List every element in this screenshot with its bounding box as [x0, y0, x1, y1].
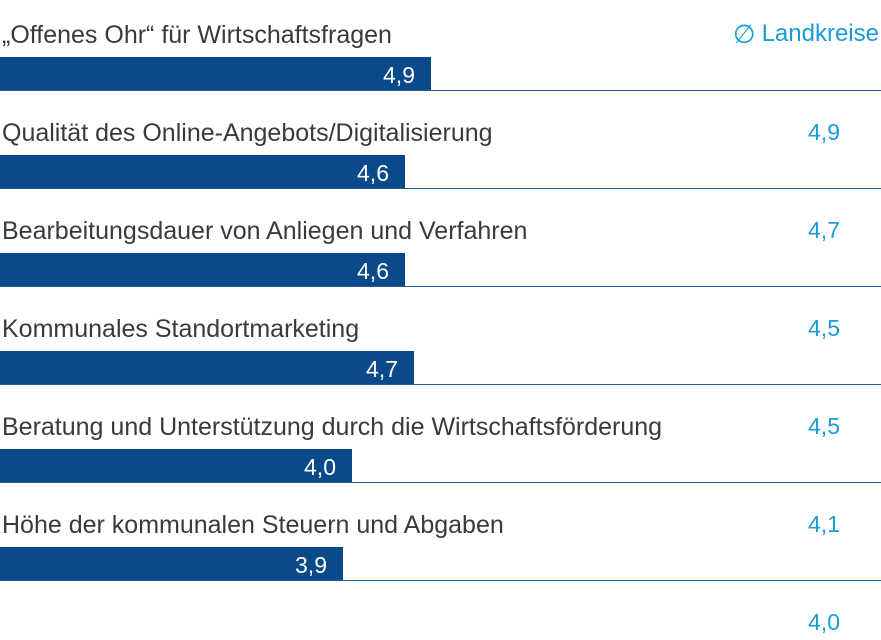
row-baseline [0, 384, 881, 385]
category-label: Kommunales Standortmarketing [2, 315, 360, 343]
value-bar [0, 547, 343, 581]
bar-value-label: 4,0 [304, 454, 336, 480]
comparison-value-label: 4,9 [808, 119, 840, 145]
category-label: Beratung und Unterstützung durch die Wir… [2, 413, 663, 441]
bar-value-label: 3,9 [295, 552, 327, 578]
bar-row: „Offenes Ohr“ für Wirtschaftsfragen 4,9 4,… [0, 0, 881, 145]
bar-track: 4,0 4,1 [0, 449, 881, 537]
category-label: Bearbeitungsdauer von Anliegen und Verfa… [2, 217, 528, 245]
value-bar [0, 155, 405, 189]
category-label: Höhe der kommunalen Steuern und Abgaben [2, 511, 504, 539]
bar-value-label: 4,6 [357, 160, 389, 186]
bar-value-label: 4,7 [366, 356, 398, 382]
comparison-value-label: 4,5 [808, 413, 840, 439]
legend-label: Landkreise [761, 20, 879, 47]
value-bar [0, 351, 414, 385]
row-baseline [0, 580, 881, 581]
bar-row: Kommunales Standortmarketing 4,7 4,5 [0, 294, 881, 439]
bar-track: 4,7 4,5 [0, 351, 881, 439]
average-symbol-icon: ∅ [732, 19, 756, 49]
row-baseline [0, 188, 881, 189]
comparison-value-label: 4,7 [808, 217, 840, 243]
legend: ∅ Landkreise [733, 20, 879, 48]
row-baseline [0, 482, 881, 483]
bar-track: 4,9 4,9 [0, 57, 881, 145]
bar-row: Höhe der kommunalen Steuern und Abgaben 3… [0, 490, 881, 635]
category-label: Qualität des Online-Angebots/Digitalisie… [2, 119, 493, 147]
bar-row: Beratung und Unterstützung durch die Wir… [0, 392, 881, 537]
bar-track: 4,6 4,7 [0, 155, 881, 243]
bar-value-label: 4,9 [383, 62, 415, 88]
value-bar [0, 57, 431, 91]
bar-track: 3,9 4,0 [0, 547, 881, 635]
bar-value-label: 4,6 [357, 258, 389, 284]
category-label: „Offenes Ohr“ für Wirtschaftsfragen [2, 21, 392, 49]
comparison-value-label: 4,1 [808, 511, 840, 537]
bar-row: Qualität des Online-Angebots/Digitalisie… [0, 98, 881, 243]
value-bar [0, 253, 405, 287]
row-baseline [0, 90, 881, 91]
bar-row: Bearbeitungsdauer von Anliegen und Verfa… [0, 196, 881, 341]
comparison-value-label: 4,0 [808, 609, 840, 635]
comparison-value-label: 4,5 [808, 315, 840, 341]
row-baseline [0, 286, 881, 287]
value-bar [0, 449, 352, 483]
bar-track: 4,6 4,5 [0, 253, 881, 341]
